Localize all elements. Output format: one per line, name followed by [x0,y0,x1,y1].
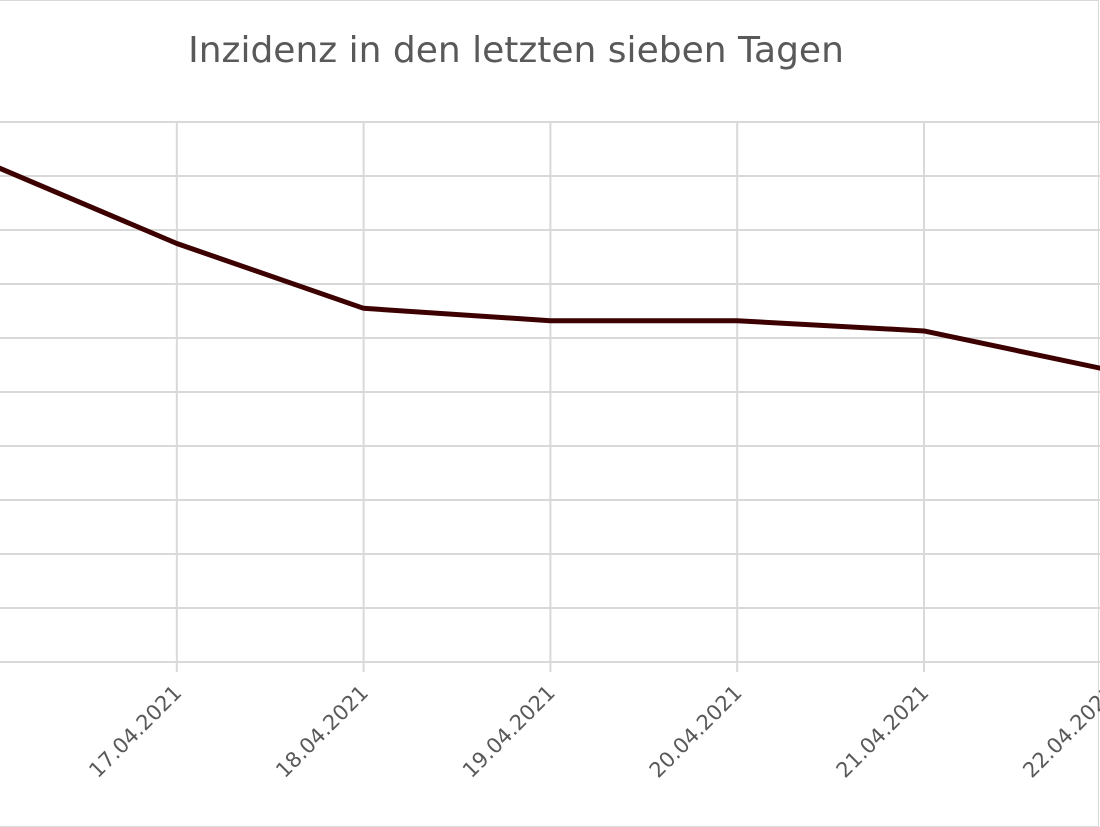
x-tick-label: 18.04.2021 [271,681,373,783]
x-axis-ticks: 17.04.2021 18.04.2021 19.04.2021 20.04.2021… [84,662,1100,783]
gridlines [0,121,1100,663]
series-line [0,165,1100,371]
x-tick-label: 17.04.2021 [84,681,186,783]
x-tick-label: 21.04.2021 [832,681,934,783]
x-tick-label: 20.04.2021 [645,681,747,783]
x-tick-label: 19.04.2021 [458,681,560,783]
chart-title: Inzidenz in den letzten sieben Tagen [188,30,844,71]
series-layer [0,165,1100,371]
x-tick-label: 22.04.2021 [1018,681,1100,783]
